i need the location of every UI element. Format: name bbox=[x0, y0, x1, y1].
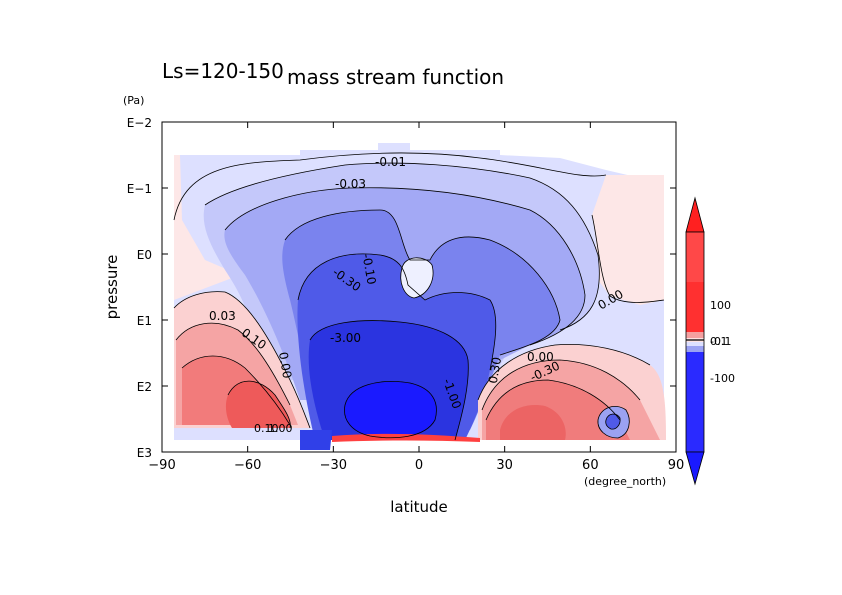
contour-lines bbox=[173, 152, 665, 441]
y-unit-label: (Pa) bbox=[123, 94, 144, 107]
colorbar-label-neg-100: -100 bbox=[710, 372, 735, 385]
contour-label-12: 0.00 bbox=[527, 350, 554, 364]
contour-label-5: -3.00 bbox=[330, 331, 361, 345]
colorbar-blue-band bbox=[686, 352, 704, 452]
chart-period-title: Ls=120-150 bbox=[162, 59, 284, 83]
contour-fill-pos-left-core bbox=[225, 381, 291, 428]
contour-fill-surface-blue bbox=[300, 430, 332, 450]
contour-label-9: 0.03 bbox=[209, 309, 236, 323]
y-axis-label: pressure bbox=[103, 255, 121, 320]
colorbar-red-low bbox=[686, 332, 704, 338]
colorbar-label-neg-0-1: -0.1 bbox=[710, 335, 731, 348]
stream-function-field bbox=[173, 143, 666, 450]
x-axis-unit: (degree_north) bbox=[584, 475, 666, 488]
colorbar: 100 0.1 -0.1 -100 bbox=[685, 196, 735, 486]
contour-label-15: 1.00 bbox=[268, 422, 293, 435]
contour-fill-small-cell bbox=[400, 257, 434, 298]
x-tick-label: 30 bbox=[496, 458, 513, 473]
contour-label-2: -0.03 bbox=[335, 177, 366, 191]
contour-fill-neg-core bbox=[344, 381, 437, 438]
y-tick-label: E3 bbox=[137, 446, 152, 460]
colorbar-blue-low bbox=[686, 346, 704, 352]
colorbar-blue-lowest bbox=[686, 342, 704, 346]
x-tick-label: −60 bbox=[234, 458, 261, 473]
y-axis: E−2 E−1 E0 E1 E2 E3 bbox=[127, 116, 676, 460]
y-tick-label: E−2 bbox=[127, 116, 152, 130]
y-tick-label: E0 bbox=[137, 248, 152, 262]
contour-label-14: 0.10 bbox=[254, 422, 279, 435]
contour-label-11: 0.00 bbox=[276, 351, 294, 380]
contour-label-7: 0.30 bbox=[486, 356, 504, 385]
y-tick-label: E2 bbox=[137, 380, 152, 394]
contour-fill-pos-upper-left bbox=[174, 155, 240, 300]
contour-label-3: -0.10 bbox=[359, 253, 378, 286]
colorbar-red-band bbox=[686, 282, 704, 332]
y-tick-label: E1 bbox=[137, 314, 152, 328]
x-tick-label: −30 bbox=[320, 458, 347, 473]
x-axis: −90 −60 −30 0 30 60 90 bbox=[148, 122, 684, 473]
colorbar-top-arrow bbox=[685, 196, 705, 233]
chart-title: mass stream function bbox=[287, 65, 504, 89]
x-tick-label: 60 bbox=[582, 458, 599, 473]
x-tick-label: 0 bbox=[415, 458, 423, 473]
y-tick-label: E−1 bbox=[127, 182, 152, 196]
contour-fill-neg-small-right-core bbox=[605, 414, 621, 430]
contour-fill-pos-upper-right bbox=[592, 175, 664, 305]
colorbar-bottom-arrow bbox=[685, 451, 705, 486]
colorbar-label-0-1: 0.1 bbox=[710, 335, 728, 348]
x-axis-label: latitude bbox=[390, 498, 448, 516]
contour-label-1: -0.01 bbox=[375, 155, 406, 169]
contour-fill-pos-right-core bbox=[500, 405, 566, 440]
x-tick-label: −90 bbox=[148, 458, 175, 473]
x-tick-label: 90 bbox=[668, 458, 685, 473]
colorbar-label-100: 100 bbox=[710, 299, 731, 312]
